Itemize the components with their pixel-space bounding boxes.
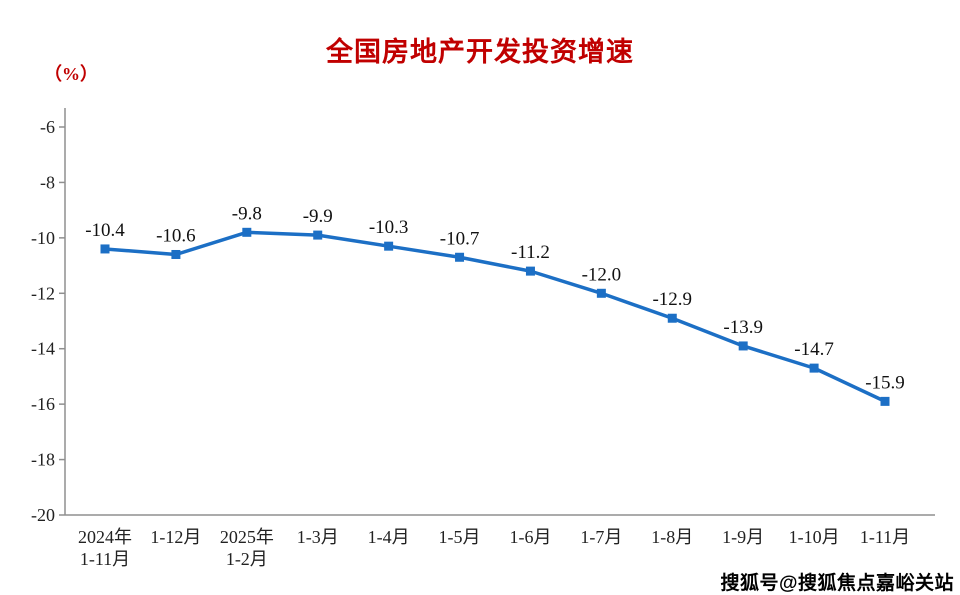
data-point-marker <box>384 241 394 251</box>
y-tick-label: -20 <box>31 505 55 525</box>
data-label: -9.9 <box>303 206 333 227</box>
data-label: -12.9 <box>652 289 692 310</box>
data-point-marker <box>809 363 819 373</box>
data-label: -10.6 <box>156 225 196 246</box>
y-tick-label: -16 <box>31 394 55 414</box>
data-label: -10.3 <box>369 217 409 238</box>
x-tick-label: 2025年 1-2月 <box>220 527 274 569</box>
data-point-marker <box>313 230 323 240</box>
x-tick-label: 1-11月 <box>860 527 910 547</box>
y-tick-label: -8 <box>40 172 55 192</box>
y-tick-label: -12 <box>31 283 55 303</box>
data-point-marker <box>738 341 748 351</box>
x-tick-label: 1-3月 <box>297 527 339 547</box>
chart-title: 全国房地产开发投资增速 <box>326 37 634 67</box>
x-tick-label: 2024年 1-11月 <box>78 527 132 569</box>
x-tick-label: 1-5月 <box>439 527 481 547</box>
data-point-marker <box>880 396 890 406</box>
x-tick-label: 1-12月 <box>150 527 201 547</box>
data-point-marker <box>100 244 110 254</box>
data-point-marker <box>525 266 535 276</box>
data-point-marker <box>455 252 465 262</box>
data-label: -12.0 <box>582 264 622 285</box>
data-point-marker <box>596 288 606 298</box>
x-tick-label: 1-4月 <box>368 527 410 547</box>
data-label: -11.2 <box>511 242 550 263</box>
x-tick-label: 1-7月 <box>580 527 622 547</box>
x-tick-label: 1-9月 <box>722 527 764 547</box>
y-tick-label: -6 <box>40 117 55 137</box>
data-label: -9.8 <box>232 203 262 224</box>
data-label: -10.4 <box>85 220 125 241</box>
x-tick-label: 1-6月 <box>509 527 551 547</box>
data-label: -10.7 <box>440 228 480 249</box>
data-label: -14.7 <box>794 339 834 360</box>
x-tick-label: 1-10月 <box>789 527 840 547</box>
data-point-marker <box>171 249 181 259</box>
y-tick-label: -10 <box>31 228 55 248</box>
y-tick-label: -14 <box>31 339 55 359</box>
y-axis-unit-label: （%） <box>44 64 98 84</box>
data-point-marker <box>667 313 677 323</box>
data-label: -15.9 <box>865 372 905 393</box>
x-tick-label: 1-8月 <box>651 527 693 547</box>
data-label: -13.9 <box>723 317 763 338</box>
watermark: 搜狐号@搜狐焦点嘉峪关站 <box>720 573 954 594</box>
data-point-marker <box>242 227 252 237</box>
y-tick-label: -18 <box>31 450 55 470</box>
data-line <box>103 230 887 404</box>
